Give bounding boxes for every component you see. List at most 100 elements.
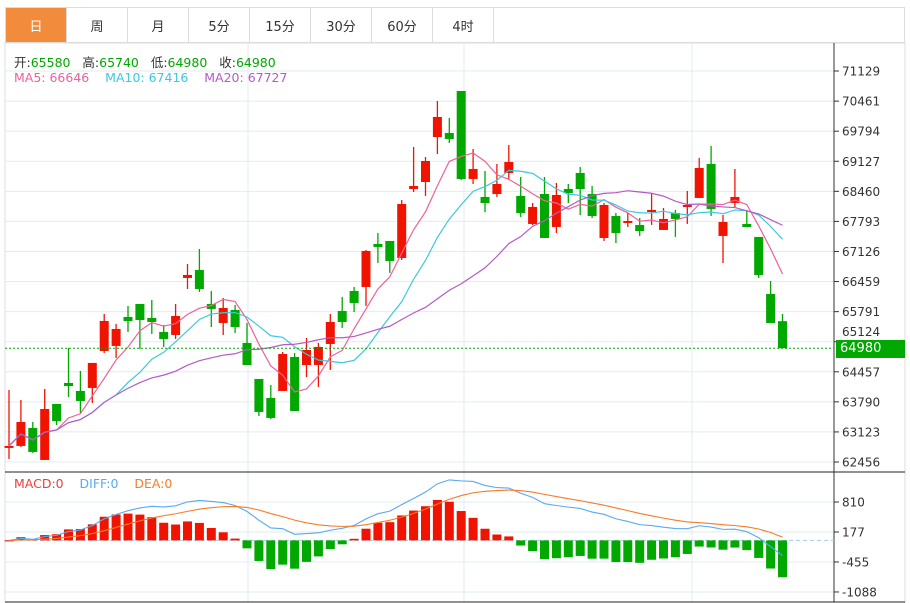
price-tick-label: 63790 [842,395,880,409]
macd-bar [52,534,62,541]
macd-bar [135,514,145,541]
candle-body [4,445,14,448]
candle-body [218,307,228,323]
candle-body [266,397,276,418]
macd-bar [611,540,621,563]
macd-bar [504,536,514,541]
tab-day[interactable]: 日 [6,8,67,42]
candle-body [587,193,597,216]
macd-bar [266,540,276,570]
candle-body [456,90,466,179]
tab-week[interactable]: 周 [67,8,128,42]
macd-bar [647,540,657,560]
macd-bar [194,522,204,541]
ma5-value: MA5: 66646 [14,70,90,85]
candle-body [492,183,502,194]
macd-bar [480,528,490,541]
candle-body [52,403,62,421]
macd-bar [325,540,335,550]
macd-bar [99,516,109,541]
candle-body [325,321,335,344]
close-label: 收: [219,55,236,70]
candle-body [147,317,157,322]
candle-body [290,356,300,411]
macd-bar [742,540,752,551]
candle-body [123,316,133,321]
tab-month[interactable]: 月 [128,8,189,42]
macd-bar [75,529,85,541]
tab-15min[interactable]: 15分 [250,8,311,42]
macd-bar [575,540,585,556]
macd-bar [587,540,597,559]
macd-bar [730,540,740,548]
macd-bar [373,522,383,541]
price-tick-label: 69127 [842,155,880,169]
diff-line [8,479,783,556]
candle-body [206,303,216,309]
macd-bar [444,501,454,541]
high-value: 65740 [99,55,139,70]
macd-tick-label: 177 [842,526,865,540]
candle-body [563,188,573,193]
candle-body [373,243,383,247]
macd-legend: MACD:0 DIFF:0 DEA:0 [14,476,172,491]
low-value: 64980 [167,55,208,70]
macd-bar [659,540,668,559]
candle-body [254,378,264,412]
macd-bar [778,540,787,578]
macd-bar [492,534,502,541]
candle-body [528,206,538,224]
macd-bar [254,540,264,561]
candle-body [659,218,668,230]
candle-body [40,408,50,460]
macd-bar [670,540,680,558]
price-tick-label: 63123 [842,425,880,439]
price-tick-label: 67793 [842,215,880,229]
high-label: 高: [82,55,100,70]
macd-bar [516,540,526,546]
macd-bar [718,540,728,550]
ma-legend: MA5: 66646 MA10: 67416 MA20: 67727 [14,70,287,85]
candle-body [694,167,704,198]
macd-bar [421,506,430,541]
macd-bar [218,532,228,541]
candle-body [575,172,585,189]
ma10-line [8,169,783,447]
candle-body [230,309,240,327]
macd-bar [385,522,395,541]
tab-60min[interactable]: 60分 [372,8,433,42]
candle-body [468,168,478,179]
ohlc-readout: 开:65580 高:65740 低:64980 收:64980 [14,52,276,71]
macd-tick-label: -1088 [842,585,877,599]
macd-bar [468,517,478,541]
candle-body [706,164,716,209]
macd-bar [540,540,549,560]
current-price-tag: 64980 [836,340,905,358]
tab-5min[interactable]: 5分 [189,8,250,42]
candle-body [194,269,204,289]
candle-body [278,353,288,391]
price-tick-label: 66459 [842,275,880,289]
macd-bar [599,540,609,559]
candle-body [670,212,680,219]
candle-body [183,274,192,278]
tab-30min[interactable]: 30分 [311,8,372,42]
macd-bar [563,540,573,558]
candle-body [313,346,323,365]
candle-body [64,382,73,386]
macd-bar [432,499,442,541]
price-tick-label: 71129 [842,65,880,79]
macd-bar [456,511,466,541]
macd-bar [242,540,252,549]
open-label: 开: [14,55,31,70]
candle-body [778,321,787,349]
candle-body [302,349,311,365]
candle-body [159,331,169,339]
tab-4hour[interactable]: 4时 [433,8,494,42]
macd-bar [87,524,97,541]
macd-bar [159,522,169,541]
candle-body [540,193,549,238]
candle-body [480,196,490,204]
candle-body [432,116,442,138]
